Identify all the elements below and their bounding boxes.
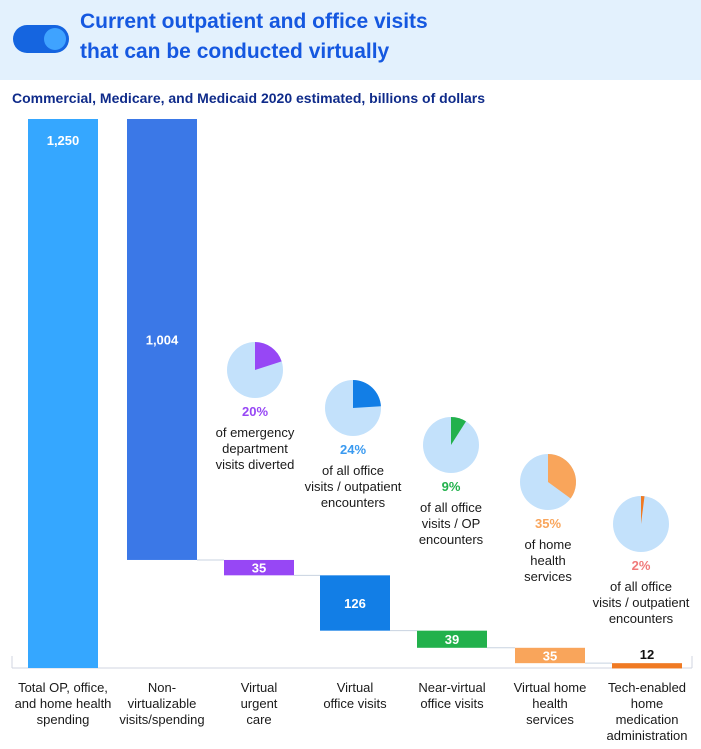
bar-0 (28, 119, 98, 668)
pie-slice-1 (353, 380, 381, 408)
pie-caption-0-2: visits diverted (216, 457, 295, 472)
category-label-6-2: medication (616, 712, 679, 727)
page-title: Current outpatient and office visits tha… (80, 7, 680, 67)
pie-percent-label-0: 20% (242, 404, 268, 419)
pie-caption-3-1: health (530, 553, 565, 568)
pie-slice-4 (641, 496, 645, 524)
title-line-2: that can be conducted virtually (80, 40, 390, 63)
bar-1 (127, 119, 197, 560)
bar-3 (320, 575, 390, 631)
pie-slice-0 (255, 342, 282, 370)
data-label-0: 1,250 (47, 133, 80, 148)
category-label-6-1: home (631, 696, 664, 711)
category-label-4-0: Near-virtual (418, 680, 485, 695)
category-label-5-0: Virtual home (514, 680, 587, 695)
pie-caption-2-1: visits / OP (422, 516, 481, 531)
toggle-knob (44, 28, 66, 50)
pie-caption-3-0: of home (525, 537, 572, 552)
pie-caption-1-2: encounters (321, 495, 386, 510)
pie-caption-3-2: services (524, 569, 572, 584)
bar-4 (417, 630, 487, 648)
bar-2 (224, 559, 294, 576)
data-label-2: 35 (252, 561, 266, 576)
category-label-1-0: Non- (148, 680, 176, 695)
pie-caption-2-0: of all office (420, 500, 482, 515)
pie-caption-4-2: encounters (609, 611, 674, 626)
chart-subtitle: Commercial, Medicare, and Medicaid 2020 … (12, 90, 486, 106)
pie-percent-label-1: 24% (340, 442, 366, 457)
data-label-1: 1,004 (146, 332, 179, 347)
pie-caption-4-0: of all office (610, 579, 672, 594)
data-label-4: 39 (445, 632, 459, 647)
category-label-2-2: care (246, 712, 271, 727)
pie-caption-4-1: visits / outpatient (593, 595, 690, 610)
category-label-6-3: administration (607, 728, 688, 743)
category-label-0-1: and home health (15, 696, 112, 711)
pie-slice-2 (451, 417, 467, 445)
category-label-4-1: office visits (420, 696, 484, 711)
pie-percent-label-4: 2% (632, 558, 651, 573)
category-label-5-2: services (526, 712, 574, 727)
category-label-0-0: Total OP, office, (18, 680, 108, 695)
pie-caption-1-1: visits / outpatient (305, 479, 402, 494)
pie-percent-label-3: 35% (535, 516, 561, 531)
category-label-1-2: visits/spending (119, 712, 204, 727)
bar-6 (612, 663, 682, 669)
data-label-3: 126 (344, 596, 366, 611)
category-label-2-1: urgent (241, 696, 278, 711)
category-label-6-0: Tech-enabled (608, 680, 686, 695)
bar-5 (515, 647, 585, 664)
category-label-2-0: Virtual (241, 680, 278, 695)
title-line-1: Current outpatient and office visits (80, 10, 428, 33)
category-label-1-1: virtualizable (128, 696, 197, 711)
category-label-3-1: office visits (323, 696, 387, 711)
category-label-5-1: health (532, 696, 567, 711)
pie-percent-label-2: 9% (442, 479, 461, 494)
pie-slice-3 (548, 454, 576, 499)
data-label-5: 35 (543, 648, 557, 663)
header-banner: Current outpatient and office visits tha… (0, 0, 701, 80)
category-label-3-0: Virtual (337, 680, 374, 695)
pie-caption-0-0: of emergency (216, 425, 295, 440)
data-label-6: 12 (640, 647, 654, 662)
pie-caption-2-2: encounters (419, 532, 484, 547)
toggle-icon (13, 25, 69, 53)
category-label-0-2: spending (37, 712, 90, 727)
pie-caption-0-1: department (222, 441, 288, 456)
pie-caption-1-0: of all office (322, 463, 384, 478)
